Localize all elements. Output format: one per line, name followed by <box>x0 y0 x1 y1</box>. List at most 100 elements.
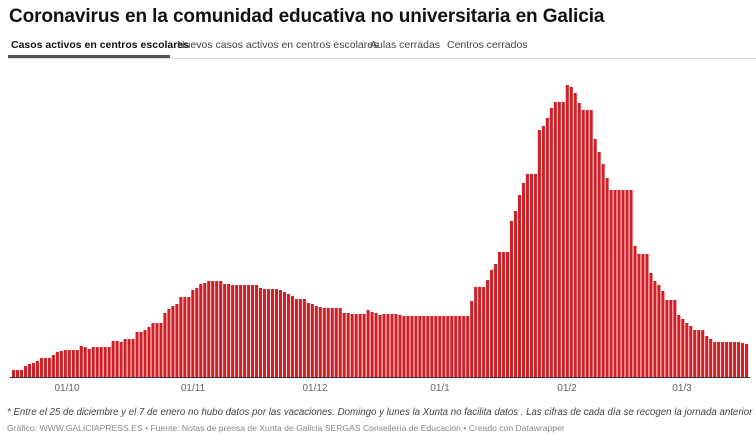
bar <box>235 285 239 377</box>
bar <box>219 281 223 377</box>
bar <box>721 342 725 377</box>
bar <box>454 316 458 377</box>
bar <box>147 327 151 377</box>
bar <box>725 342 729 377</box>
bar <box>422 316 426 377</box>
x-tick-label: 01/2 <box>557 383 577 394</box>
tab-casos-activos[interactable]: Casos activos en centros escolares <box>11 39 190 51</box>
bar <box>513 211 518 377</box>
bar <box>286 294 290 377</box>
bar <box>486 280 490 377</box>
bar <box>83 347 87 377</box>
bar <box>745 344 749 377</box>
bar <box>545 118 549 377</box>
bar <box>482 287 486 377</box>
bar <box>79 346 83 377</box>
bar <box>613 190 617 377</box>
x-tick-label: 01/1 <box>430 383 450 394</box>
bar <box>685 323 689 377</box>
bar <box>717 342 721 377</box>
bar <box>127 339 131 377</box>
bar <box>75 350 79 377</box>
x-tick-label: 01/12 <box>302 383 327 394</box>
bar <box>95 347 99 377</box>
bar <box>673 300 677 377</box>
bar <box>91 347 95 377</box>
bar <box>505 252 510 377</box>
bar <box>565 85 569 377</box>
bar <box>167 309 171 377</box>
bar <box>346 313 350 377</box>
bar <box>625 190 629 377</box>
bar <box>207 281 211 377</box>
bar <box>358 314 362 377</box>
bar <box>211 281 215 377</box>
bar <box>713 342 717 377</box>
bar <box>665 300 669 377</box>
bar <box>258 288 263 377</box>
bar <box>438 316 442 377</box>
bar <box>59 351 63 377</box>
bar <box>418 316 422 377</box>
bar <box>609 190 613 377</box>
bar <box>47 358 51 377</box>
bar <box>669 300 673 377</box>
tab-centros-cerrados[interactable]: Centros cerrados <box>447 39 528 51</box>
x-tick-label: 01/11 <box>181 383 206 394</box>
bar <box>87 349 91 377</box>
bar <box>382 314 386 377</box>
bar <box>657 285 661 377</box>
bar <box>390 314 394 377</box>
bar <box>35 361 39 377</box>
bar <box>689 326 693 377</box>
bar <box>446 316 450 377</box>
bar <box>521 183 525 377</box>
bar <box>191 290 195 377</box>
bar <box>135 332 139 377</box>
bar <box>51 355 55 377</box>
bar <box>490 270 494 377</box>
bar <box>231 285 235 377</box>
bar <box>151 323 155 377</box>
bar <box>159 323 163 377</box>
bar <box>67 350 71 377</box>
bar <box>302 299 306 377</box>
bar <box>741 343 745 377</box>
bar <box>581 110 585 377</box>
bar <box>553 102 557 377</box>
source-credits: Gráfico: WWW.GALICIAPRESS.ES • Fuente: N… <box>7 423 565 433</box>
bar <box>621 190 625 377</box>
bar <box>362 314 366 377</box>
bar <box>107 347 111 377</box>
bar <box>585 110 589 377</box>
bar <box>251 285 255 377</box>
bar <box>239 285 243 377</box>
bar <box>537 130 541 377</box>
bar <box>294 299 298 377</box>
chart-title: Coronavirus en la comunidad educativa no… <box>9 6 605 27</box>
tab-bar: Casos activos en centros escolares Nuevo… <box>8 38 756 59</box>
bar <box>533 174 537 377</box>
bar <box>573 93 577 377</box>
bar <box>733 342 737 377</box>
bar <box>119 342 123 377</box>
footnote: * Entre el 25 de diciembre y el 7 de ene… <box>7 407 753 418</box>
bar <box>633 246 637 377</box>
tab-aulas-cerradas[interactable]: Aulas cerradas <box>370 39 441 51</box>
bar <box>366 310 370 377</box>
bar <box>31 363 35 377</box>
bar <box>701 330 705 377</box>
bar <box>470 301 474 377</box>
bar <box>402 316 406 377</box>
bar <box>27 364 32 377</box>
bar <box>310 304 314 377</box>
bar <box>697 330 701 377</box>
bar <box>215 281 219 377</box>
bar <box>243 285 247 377</box>
bar <box>509 221 514 377</box>
tab-nuevos-casos[interactable]: Nuevos casos activos en centros escolare… <box>177 39 379 51</box>
bar <box>342 313 346 377</box>
bar <box>525 174 529 377</box>
bar <box>398 315 402 377</box>
